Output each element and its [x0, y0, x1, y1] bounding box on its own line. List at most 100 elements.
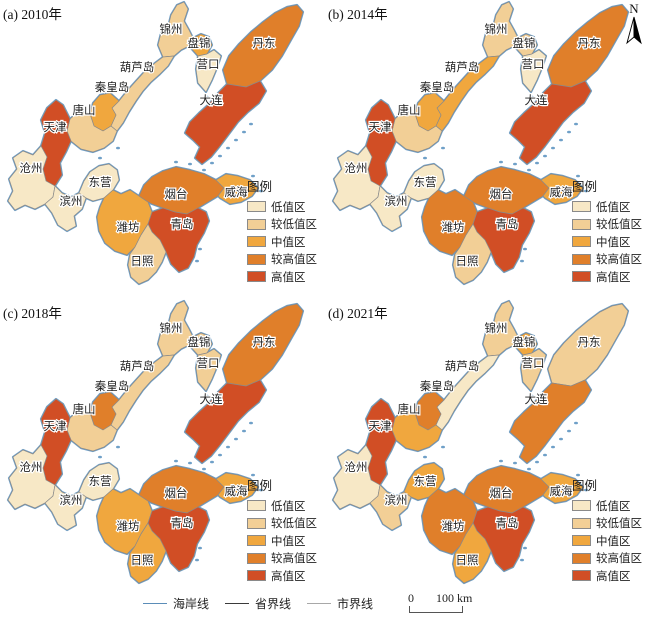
line-sample	[225, 603, 250, 604]
island-speck	[259, 488, 263, 492]
legend-item: 高值区	[247, 268, 317, 286]
city-label-qinhuangdao: 秦皇岛	[95, 80, 130, 94]
city-regions	[332, 1, 629, 285]
island-speck	[226, 146, 230, 150]
island-speck	[584, 189, 588, 193]
island-speck	[441, 146, 445, 150]
island-speck	[174, 459, 178, 463]
island-speck	[98, 156, 102, 160]
legend-item: 较高值区	[572, 550, 642, 568]
legend-label: 中值区	[596, 535, 631, 548]
city-label-weifang: 潍坊	[442, 519, 465, 533]
region-rizhao	[452, 223, 492, 285]
panel-title-2018: (c) 2018年	[3, 306, 62, 321]
city-label-panjin: 盘锦	[513, 335, 536, 349]
legend-label: 较高值区	[596, 553, 642, 566]
islands	[423, 95, 588, 263]
line-legend-item: 省界线	[225, 595, 291, 612]
legend-item: 高值区	[572, 567, 642, 585]
legend-label: 低值区	[271, 201, 306, 214]
city-label-dongying: 东营	[89, 175, 112, 189]
island-speck	[210, 161, 214, 165]
legend-label: 较高值区	[596, 254, 642, 267]
region-dalian	[184, 80, 267, 165]
island-speck	[535, 460, 539, 464]
island-speck	[520, 259, 524, 263]
legend-swatch	[572, 218, 591, 230]
legend-swatch	[247, 517, 266, 529]
region-tianjin	[40, 99, 72, 187]
city-label-tangshan: 唐山	[398, 402, 421, 416]
city-label-cangzhou: 沧州	[345, 460, 368, 474]
city-label-panjin: 盘锦	[513, 36, 536, 50]
island-speck	[198, 247, 202, 251]
legend-label: 低值区	[596, 500, 631, 513]
island-speck	[530, 394, 534, 398]
city-label-yantai: 烟台	[165, 486, 188, 500]
legend-item: 中值区	[247, 233, 317, 251]
region-dongying	[78, 163, 120, 202]
legend-swatch	[572, 517, 591, 529]
city-label-dongying: 东营	[414, 175, 437, 189]
legend-item: 低值区	[572, 198, 642, 216]
legend-item: 低值区	[247, 198, 317, 216]
island-speck	[116, 445, 120, 449]
scale-bar-bracket	[409, 606, 463, 613]
legend-item: 中值区	[572, 532, 642, 550]
legend-item: 较高值区	[247, 550, 317, 568]
city-label-rizhao: 日照	[456, 554, 479, 567]
island-speck	[584, 488, 588, 492]
region-dongying	[403, 163, 445, 202]
legend-swatch	[572, 552, 591, 564]
legend-item: 较低值区	[247, 216, 317, 234]
region-dongying	[78, 462, 120, 501]
legend-item: 较低值区	[572, 216, 642, 234]
city-label-tianjin: 天津	[369, 121, 392, 134]
city-label-dalian: 大连	[525, 93, 548, 107]
region-jinzhou	[157, 1, 194, 58]
island-speck	[249, 122, 253, 126]
line-sample	[307, 603, 332, 604]
island-speck	[551, 445, 555, 449]
city-label-qingdao: 青岛	[171, 217, 194, 231]
island-speck	[513, 162, 517, 166]
legend-item: 高值区	[572, 268, 642, 286]
legend-item: 高值区	[247, 567, 317, 585]
island-speck	[188, 461, 192, 465]
legend-label: 较低值区	[596, 219, 642, 232]
region-tianjin	[365, 398, 397, 486]
island-speck	[218, 154, 222, 158]
panel-title-2014: (b) 2014年	[328, 7, 388, 22]
legend-2021: 图例 低值区 较低值区 中值区 较高值区 高值区	[572, 475, 642, 585]
island-speck	[574, 421, 578, 425]
legend-swatch	[572, 535, 591, 547]
city-label-weihai: 威海	[225, 185, 248, 199]
city-regions	[7, 300, 304, 584]
island-speck	[234, 138, 238, 142]
city-label-rizhao: 日照	[131, 554, 154, 567]
region-binzhou	[369, 185, 412, 232]
region-yingkou	[520, 348, 547, 392]
city-label-huludao: 葫芦岛	[445, 60, 480, 74]
legend-item: 低值区	[572, 497, 642, 515]
city-label-jinzhou: 锦州	[485, 22, 508, 36]
city-label-dandong: 丹东	[578, 336, 601, 349]
city-label-weifang: 潍坊	[117, 220, 140, 234]
region-tianjin	[365, 99, 397, 187]
legend-swatch	[247, 552, 266, 564]
island-speck	[198, 546, 202, 550]
north-arrow: N	[621, 2, 647, 48]
city-label-qingdao: 青岛	[496, 217, 519, 231]
legend-label: 高值区	[271, 271, 306, 284]
city-label-huludao: 葫芦岛	[445, 359, 480, 373]
legend-2018: 图例 低值区 较低值区 中值区 较高值区 高值区	[247, 475, 317, 585]
island-speck	[195, 558, 199, 562]
legend-swatch	[247, 253, 266, 265]
legend-2014: 图例 低值区 较低值区 中值区 较高值区 高值区	[572, 176, 642, 286]
city-label-weihai: 威海	[225, 484, 248, 498]
island-speck	[576, 473, 580, 477]
legend-swatch	[572, 236, 591, 248]
island-speck	[98, 455, 102, 459]
